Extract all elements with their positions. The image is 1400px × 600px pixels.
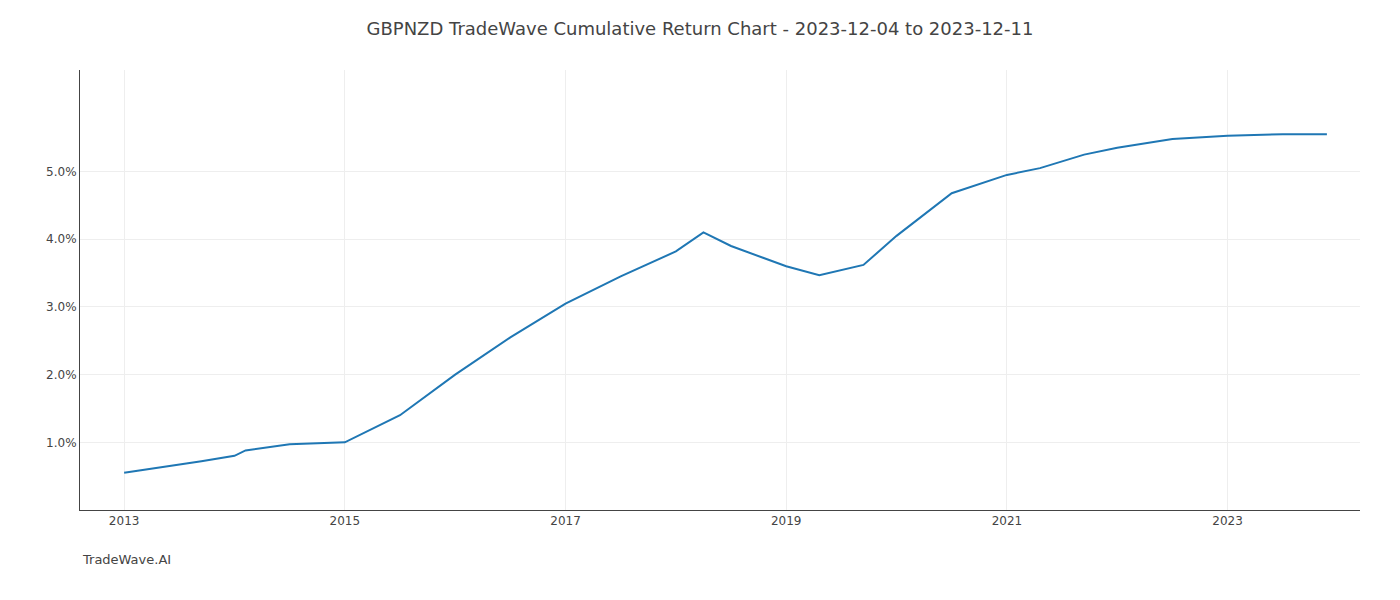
svg-text:3.0%: 3.0% xyxy=(46,300,77,314)
svg-text:5.0%: 5.0% xyxy=(46,165,77,179)
svg-text:GBPNZD TradeWave Cumulative Re: GBPNZD TradeWave Cumulative Return Chart… xyxy=(367,18,1034,39)
svg-text:4.0%: 4.0% xyxy=(46,232,77,246)
svg-text:2015: 2015 xyxy=(330,514,361,528)
svg-text:TradeWave.AI: TradeWave.AI xyxy=(82,552,171,567)
svg-text:2021: 2021 xyxy=(992,514,1023,528)
svg-text:2.0%: 2.0% xyxy=(46,368,77,382)
svg-text:2019: 2019 xyxy=(771,514,802,528)
svg-text:2017: 2017 xyxy=(550,514,581,528)
svg-text:2013: 2013 xyxy=(109,514,140,528)
svg-text:1.0%: 1.0% xyxy=(46,436,77,450)
svg-text:2023: 2023 xyxy=(1212,514,1243,528)
